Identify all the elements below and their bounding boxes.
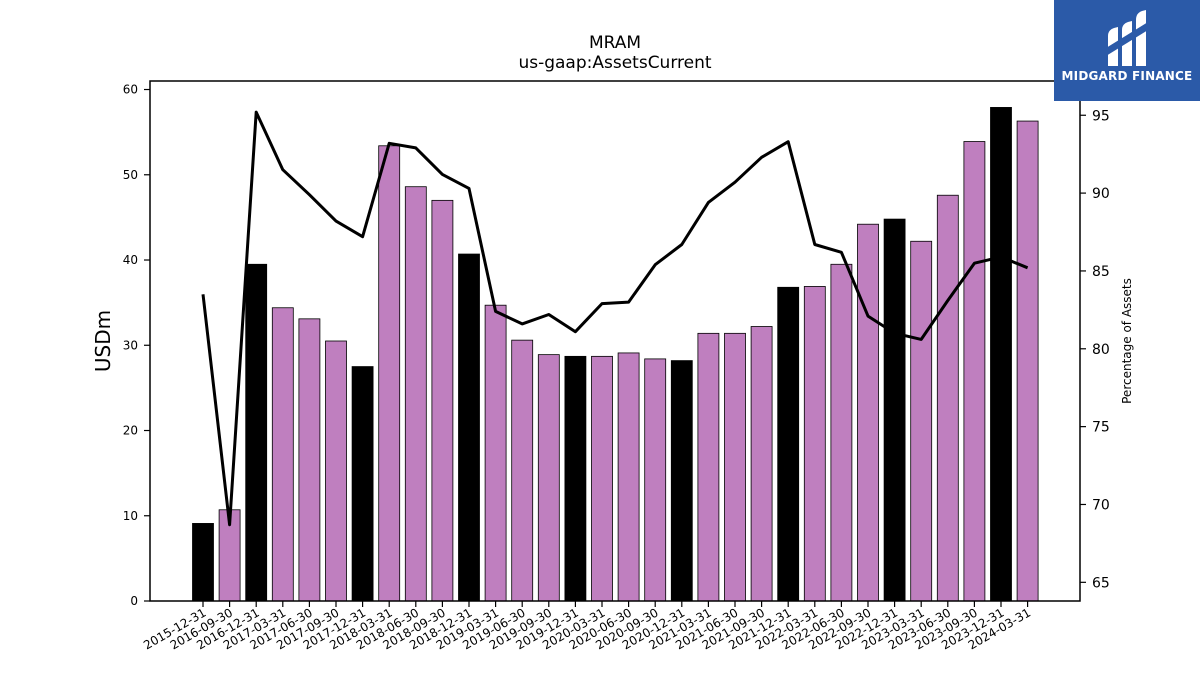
bar-2018-06-30 [404, 186, 427, 602]
right-axis: 65 70 75 80 85 90 95 [1080, 108, 1110, 591]
bar-2019-03-31 [484, 304, 507, 602]
logo-text: MIDGARD FINANCE [1061, 69, 1193, 83]
midgard-logo-icon [1106, 10, 1148, 66]
y-axis-label-left: USDm [91, 310, 115, 372]
left-axis: 0 10 20 30 40 50 60 [123, 83, 150, 608]
x-axis: 2015-12-312016-09-302016-12-312017-03-31… [141, 601, 1033, 652]
bar-2017-06-30 [298, 318, 321, 602]
bar-2022-03-31 [803, 286, 826, 602]
bar-2018-09-30 [431, 199, 454, 602]
bar-2021-12-31 [777, 286, 800, 602]
bar-2020-12-31 [670, 360, 693, 602]
bar-2017-09-30 [325, 340, 347, 602]
bar-2019-09-30 [537, 354, 560, 602]
y-axis-label-right: Percentage of Assets [1120, 278, 1134, 404]
y-tick-label-left: 50 [123, 168, 138, 182]
y-tick-label-right: 65 [1092, 575, 1110, 591]
y-tick-label-right: 70 [1092, 497, 1110, 513]
bar-2021-09-30 [750, 326, 773, 602]
bar-2022-12-31 [883, 218, 906, 602]
bar-2020-09-30 [644, 358, 667, 602]
chart-subtitle: us-gaap:AssetsCurrent [518, 53, 711, 73]
y-tick-label-left: 30 [123, 338, 138, 352]
bar-2023-09-30 [963, 141, 986, 602]
y-tick-label-right: 80 [1092, 342, 1110, 358]
midgard-finance-logo: MIDGARD FINANCE [1054, 0, 1200, 101]
bar-2024-03-31 [1016, 120, 1039, 602]
bar-2021-06-30 [724, 332, 746, 602]
y-tick-label-right: 90 [1092, 186, 1110, 202]
bar-2018-03-31 [378, 145, 401, 602]
y-tick-label-right: 75 [1092, 420, 1110, 436]
bar-2017-12-31 [351, 366, 374, 602]
y-tick-label-left: 20 [123, 424, 138, 438]
bar-2023-06-30 [936, 194, 959, 602]
percentage-line [201, 110, 1029, 527]
bar-2023-03-31 [910, 240, 933, 602]
y-tick-label-left: 10 [123, 509, 138, 523]
chart-title: MRAM [589, 33, 641, 53]
bar-2020-03-31 [591, 355, 613, 602]
bar-2019-12-31 [564, 355, 587, 602]
bar-2015-12-31 [192, 523, 214, 602]
y-tick-label-left: 0 [130, 594, 138, 608]
y-tick-label-left: 60 [123, 83, 138, 97]
bar-2019-06-30 [511, 339, 534, 602]
bar-2021-03-31 [697, 332, 720, 602]
bar-2022-09-30 [857, 223, 879, 602]
bar-2022-06-30 [830, 263, 853, 602]
y-tick-label-right: 85 [1092, 264, 1110, 280]
plot-frame [149, 80, 1081, 602]
bar-2017-03-31 [271, 307, 294, 602]
y-tick-label-right: 95 [1092, 108, 1110, 124]
bar-2016-12-31 [245, 263, 268, 602]
bar-2023-12-31 [990, 107, 1012, 602]
bar-2018-12-31 [458, 253, 480, 602]
bars-group [192, 107, 1039, 602]
bar-2020-06-30 [617, 352, 640, 602]
y-tick-label-left: 40 [123, 253, 138, 267]
